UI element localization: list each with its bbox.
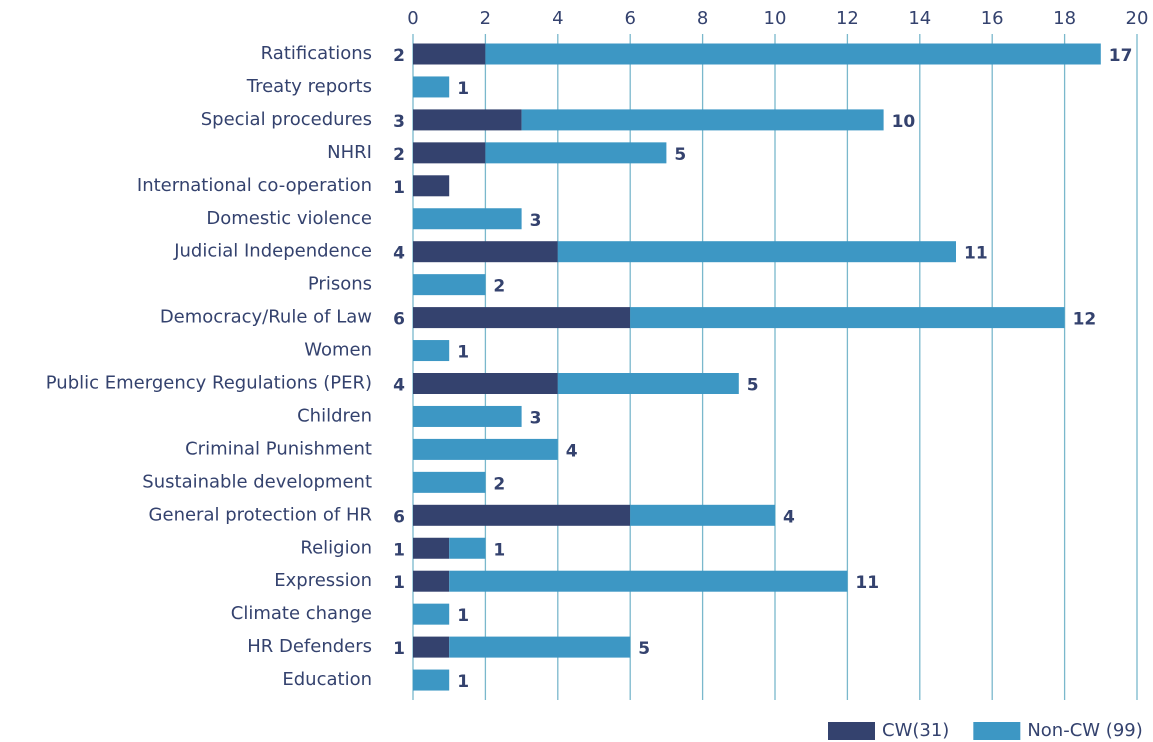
value-label: 6 [393,507,405,527]
bar [413,471,486,493]
x-tick-label: 0 [407,8,418,29]
bar [413,504,631,526]
value-label: 1 [457,343,469,363]
category-label: Religion [300,537,372,558]
category-label: Judicial Independence [173,241,372,262]
value-label: 5 [674,145,686,165]
value-label: 6 [393,310,405,330]
x-tick-label: 14 [908,8,931,29]
category-label: NHRI [327,142,372,163]
value-label: 11 [964,244,988,264]
bar [413,669,450,691]
bar [413,307,631,329]
bar [413,274,486,296]
category-label: Women [304,340,372,361]
bar [449,636,631,658]
value-label: 2 [393,145,405,165]
value-label: 3 [393,112,405,132]
bar [449,537,486,559]
x-tick-label: 6 [624,8,635,29]
bar [485,43,1101,65]
value-label: 1 [393,573,405,593]
category-label: International co-operation [137,175,372,196]
value-label: 12 [1073,310,1097,330]
value-label: 3 [530,408,542,428]
bar [521,109,884,131]
value-label: 4 [393,244,405,264]
x-tick-label: 8 [697,8,708,29]
x-tick-label: 12 [836,8,859,29]
bar [630,504,775,526]
bar [413,175,450,197]
value-label: 4 [393,376,405,396]
bar [413,537,450,559]
bar [413,340,450,362]
category-label: Children [297,405,372,426]
x-tick-label: 2 [480,8,491,29]
legend-label: CW(31) [882,720,949,741]
bar [413,142,486,164]
legend-swatch [828,722,875,740]
value-label: 4 [566,441,578,461]
bar [413,43,486,65]
value-label: 4 [783,507,795,527]
bar [413,208,522,230]
bar [413,636,450,658]
value-label: 1 [393,540,405,560]
bar [413,109,522,131]
bar [630,307,1065,329]
category-label: Education [282,669,372,690]
category-label: Special procedures [201,109,372,130]
x-tick-label: 20 [1126,8,1149,29]
category-label: Treaty reports [246,76,372,97]
bar [557,241,956,263]
x-tick-label: 16 [981,8,1004,29]
value-label: 1 [393,639,405,659]
value-label: 11 [855,573,879,593]
value-label: 1 [457,79,469,99]
bar [557,373,739,394]
value-label: 10 [892,112,916,132]
value-label: 5 [747,376,759,396]
value-label: 1 [393,178,405,198]
value-label: 5 [638,639,650,659]
bar [449,570,848,592]
value-label: 2 [493,277,505,297]
category-label: Criminal Punishment [185,438,372,459]
bar [413,438,558,460]
category-label: Domestic violence [206,208,372,229]
value-label: 3 [530,211,542,231]
category-label: Expression [274,570,372,591]
value-label: 17 [1109,46,1133,66]
bar [485,142,667,164]
category-label: HR Defenders [247,636,372,657]
bar [413,603,450,625]
bar [413,76,450,98]
value-label: 1 [493,540,505,560]
legend-swatch [973,722,1021,740]
category-label: Sustainable development [142,471,372,492]
category-label: Democracy/Rule of Law [160,307,372,328]
value-label: 2 [393,46,405,66]
bar [413,405,522,427]
x-tick-label: 18 [1053,8,1076,29]
category-label: Prisons [308,274,372,295]
category-label: General protection of HR [149,504,372,525]
category-label: Ratifications [261,43,372,64]
value-label: 1 [457,606,469,626]
category-label: Climate change [231,603,372,624]
value-label: 1 [457,672,469,692]
bar [413,570,450,592]
bar [413,241,558,263]
x-tick-label: 4 [552,8,563,29]
legend-label: Non-CW (99) [1027,720,1142,741]
bar [413,373,558,394]
x-tick-label: 10 [764,8,787,29]
category-label: Public Emergency Regulations (PER) [46,373,372,394]
value-label: 2 [493,474,505,494]
